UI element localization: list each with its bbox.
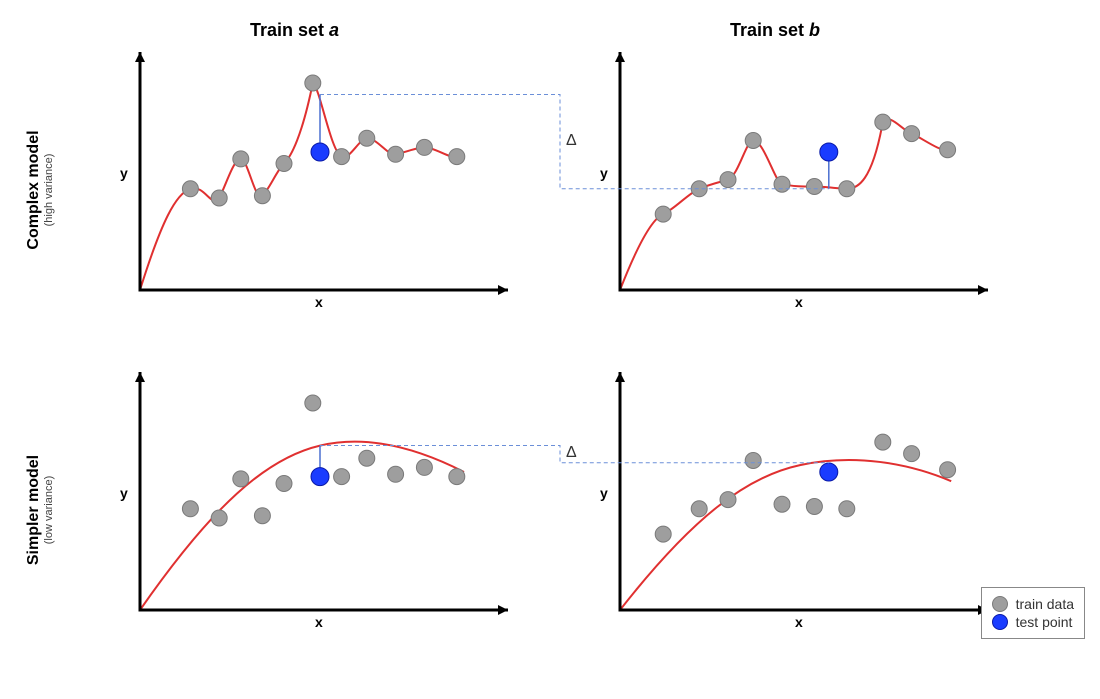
plot-complex-a: yx bbox=[140, 60, 500, 290]
train-point bbox=[774, 496, 790, 512]
plot-simpler-b: yx bbox=[620, 380, 980, 610]
row-label-complex: Complex model (high variance) bbox=[25, 90, 55, 290]
train-point bbox=[211, 510, 227, 526]
legend-train: train data bbox=[992, 596, 1074, 612]
y-axis-label: y bbox=[600, 485, 608, 501]
legend-test-label: test point bbox=[1016, 614, 1073, 630]
train-point bbox=[359, 450, 375, 466]
train-dot-icon bbox=[992, 596, 1008, 612]
train-point bbox=[254, 508, 270, 524]
axes bbox=[620, 372, 988, 610]
train-point bbox=[334, 469, 350, 485]
test-point bbox=[820, 463, 838, 481]
train-point bbox=[774, 176, 790, 192]
delta-label-top: Δ bbox=[566, 132, 577, 150]
train-point bbox=[940, 462, 956, 478]
train-point bbox=[745, 133, 761, 149]
train-point bbox=[839, 501, 855, 517]
axes bbox=[140, 52, 508, 290]
x-axis-label: x bbox=[315, 614, 323, 630]
train-point bbox=[416, 459, 432, 475]
legend: train data test point bbox=[981, 587, 1085, 639]
y-axis-label: y bbox=[600, 165, 608, 181]
train-point bbox=[182, 501, 198, 517]
train-point bbox=[720, 492, 736, 508]
train-point bbox=[655, 206, 671, 222]
train-point bbox=[806, 499, 822, 515]
train-point bbox=[940, 142, 956, 158]
train-point bbox=[449, 149, 465, 165]
train-point bbox=[305, 395, 321, 411]
train-point bbox=[745, 453, 761, 469]
train-point bbox=[233, 471, 249, 487]
train-point bbox=[449, 469, 465, 485]
delta-label-bot: Δ bbox=[566, 444, 577, 462]
train-point bbox=[359, 130, 375, 146]
train-point bbox=[720, 172, 736, 188]
axes bbox=[140, 372, 508, 610]
row-label-simpler: Simpler model (low variance) bbox=[25, 410, 55, 610]
train-point bbox=[875, 434, 891, 450]
plot-simpler-a: yx bbox=[140, 380, 500, 610]
train-point bbox=[875, 114, 891, 130]
train-point bbox=[334, 149, 350, 165]
train-point bbox=[839, 181, 855, 197]
train-point bbox=[655, 526, 671, 542]
fitted-curve bbox=[140, 442, 464, 610]
train-point bbox=[691, 181, 707, 197]
train-point bbox=[904, 126, 920, 142]
train-point bbox=[233, 151, 249, 167]
fitted-curve bbox=[620, 119, 948, 290]
x-axis-label: x bbox=[315, 294, 323, 310]
plot-complex-b: yx bbox=[620, 60, 980, 290]
col-title-b: Train set b bbox=[730, 20, 820, 41]
train-point bbox=[388, 146, 404, 162]
legend-train-label: train data bbox=[1016, 596, 1074, 612]
train-point bbox=[388, 466, 404, 482]
y-axis-label: y bbox=[120, 165, 128, 181]
train-point bbox=[416, 139, 432, 155]
legend-test: test point bbox=[992, 614, 1074, 630]
test-dot-icon bbox=[992, 614, 1008, 630]
test-point bbox=[311, 143, 329, 161]
x-axis-label: x bbox=[795, 294, 803, 310]
train-point bbox=[182, 181, 198, 197]
col-title-a: Train set a bbox=[250, 20, 339, 41]
train-point bbox=[211, 190, 227, 206]
train-point bbox=[254, 188, 270, 204]
x-axis-label: x bbox=[795, 614, 803, 630]
train-point bbox=[806, 179, 822, 195]
train-point bbox=[276, 476, 292, 492]
train-point bbox=[305, 75, 321, 91]
axes bbox=[620, 52, 988, 290]
test-point bbox=[311, 468, 329, 486]
train-point bbox=[691, 501, 707, 517]
test-point bbox=[820, 143, 838, 161]
train-point bbox=[276, 156, 292, 172]
train-point bbox=[904, 446, 920, 462]
y-axis-label: y bbox=[120, 485, 128, 501]
